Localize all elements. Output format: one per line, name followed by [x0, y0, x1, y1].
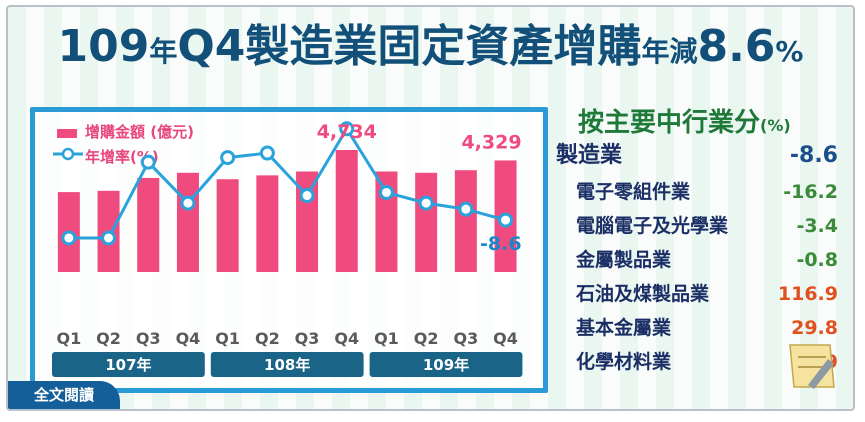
- bar: [335, 150, 358, 272]
- bar: [454, 170, 477, 272]
- year-group-label: 109年: [423, 356, 469, 374]
- bar: [415, 172, 438, 272]
- breakdown-row-value: 116.9: [777, 283, 838, 305]
- x-tick-label: Q4: [176, 329, 201, 348]
- x-tick-label: Q1: [56, 329, 81, 348]
- growth-point: [259, 145, 275, 161]
- growth-point: [61, 230, 77, 246]
- breakdown-row-label: 電子零組件業: [576, 181, 691, 203]
- x-tick-label: Q2: [414, 329, 439, 348]
- title-year-number: 109: [57, 21, 150, 72]
- year-group-label: 107年: [105, 356, 151, 374]
- breakdown-row-label: 基本金屬業: [576, 317, 672, 339]
- title-decrease-word: 年減: [641, 35, 698, 68]
- breakdown-row-label: 金屬製品業: [576, 249, 672, 271]
- breakdown-title-text: 按主要中行業分: [578, 108, 761, 138]
- breakdown-main-row: 製造業 -8.6: [556, 141, 838, 171]
- x-tick-label: Q2: [255, 329, 280, 348]
- x-tick-label: Q2: [96, 329, 121, 348]
- growth-point: [418, 195, 434, 211]
- data-label: -8.6: [480, 233, 522, 255]
- x-tick-label: Q3: [295, 329, 320, 348]
- breakdown-unit: (%): [760, 116, 791, 135]
- title-year-suffix: 年: [149, 35, 178, 68]
- x-tick-label: Q1: [215, 329, 240, 348]
- growth-point: [101, 230, 117, 246]
- year-group-bar: [52, 352, 205, 377]
- breakdown-row-label: 電腦電子及光學業: [576, 215, 729, 237]
- bar: [176, 172, 199, 272]
- breakdown-row: 基本金屬業 29.8: [576, 313, 838, 343]
- bar: [137, 177, 160, 272]
- legend-line-swatch: [53, 147, 83, 161]
- page-title: 109年Q4製造業固定資產增購年減8.6%: [8, 17, 853, 82]
- data-label: 4,329: [461, 131, 521, 153]
- legend-line-label: 年增率(%): [85, 148, 159, 166]
- growth-point: [498, 212, 514, 228]
- breakdown-row-label: 化學材料業: [576, 351, 672, 373]
- breakdown-row-value: -3.4: [796, 215, 838, 237]
- breakdown-row: 電腦電子及光學業 -3.4: [576, 211, 838, 241]
- x-tick-label: Q4: [334, 329, 359, 348]
- industry-breakdown: 按主要中行業分(%) 製造業 -8.6 電子零組件業 -16.2 電腦電子及光學業 -…: [548, 97, 848, 397]
- breakdown-row-label: 石油及煤製品業: [576, 283, 710, 305]
- breakdown-row: 電子零組件業 -16.2: [576, 177, 838, 207]
- breakdown-row-value: -16.2: [783, 181, 838, 203]
- breakdown-row: 石油及煤製品業 116.9: [576, 279, 838, 309]
- breakdown-row: 金屬製品業 -0.8: [576, 245, 838, 275]
- x-tick-label: Q3: [453, 329, 478, 348]
- notepad-icon: [789, 344, 835, 389]
- data-label: 4,734: [317, 121, 377, 143]
- x-tick-label: Q3: [136, 329, 161, 348]
- growth-point: [299, 188, 315, 204]
- title-main: Q4製造業固定資產增購: [177, 21, 642, 72]
- year-group-bar: [210, 352, 364, 377]
- growth-point: [458, 201, 474, 217]
- growth-line: [68, 125, 506, 240]
- legend-bar-swatch: [57, 129, 77, 138]
- growth-point: [378, 184, 394, 200]
- growth-point: [180, 195, 196, 211]
- infographic-frame: 109年Q4製造業固定資產增購年減8.6% 增購金額 (億元) 年增率(%) 4…: [6, 5, 855, 411]
- year-group-label: 108年: [264, 356, 310, 374]
- title-percent: %: [775, 35, 804, 68]
- growth-point: [339, 121, 355, 137]
- legend-bar-label: 增購金額 (億元): [85, 123, 194, 141]
- title-value: 8.6: [697, 21, 776, 72]
- growth-point: [140, 154, 156, 170]
- breakdown-row-value: 29.8: [791, 317, 838, 339]
- year-group-bar: [369, 352, 523, 377]
- bar: [216, 179, 239, 272]
- x-tick-label: Q4: [493, 329, 518, 348]
- bar: [256, 175, 279, 272]
- breakdown-title: 按主要中行業分(%): [578, 102, 791, 139]
- breakdown-main-label: 製造業: [556, 143, 623, 168]
- read-full-text-button[interactable]: 全文閱讀: [8, 381, 120, 409]
- chart-panel: 增購金額 (億元) 年增率(%) 4,734 4,329 -8.6 Q1 Q2 Q3 Q4 Q…: [30, 107, 548, 393]
- x-tick-label: Q1: [374, 329, 399, 348]
- breakdown-row-value: -0.8: [796, 249, 838, 271]
- bar-line-chart: 4,734 4,329 -8.6 Q1 Q2 Q3 Q4 Q1 Q2 Q3 Q4 Q1 Q2 Q3 Q4 10…: [52, 121, 523, 377]
- growth-point: [220, 150, 236, 166]
- breakdown-main-value: -8.6: [789, 143, 838, 168]
